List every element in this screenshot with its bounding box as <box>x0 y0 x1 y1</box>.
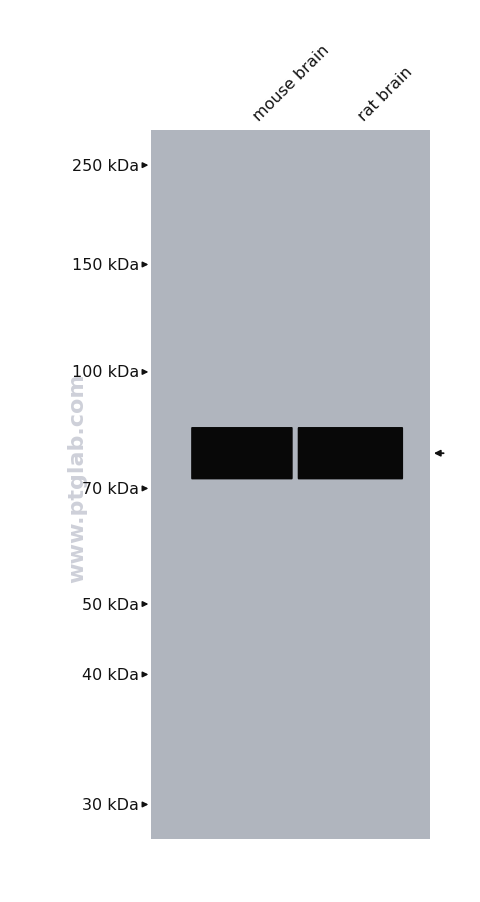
Text: www.ptglab.com: www.ptglab.com <box>67 373 87 583</box>
Text: 30 kDa: 30 kDa <box>83 797 139 812</box>
Bar <box>151 131 430 839</box>
Text: 100 kDa: 100 kDa <box>72 365 139 380</box>
Text: 150 kDa: 150 kDa <box>72 258 139 272</box>
Text: 70 kDa: 70 kDa <box>82 482 139 496</box>
Text: rat brain: rat brain <box>355 65 415 124</box>
FancyBboxPatch shape <box>191 428 293 480</box>
Text: 250 kDa: 250 kDa <box>72 159 139 173</box>
Text: 50 kDa: 50 kDa <box>82 597 139 612</box>
Text: mouse brain: mouse brain <box>251 43 333 124</box>
Text: 40 kDa: 40 kDa <box>82 667 139 682</box>
FancyBboxPatch shape <box>298 428 403 480</box>
